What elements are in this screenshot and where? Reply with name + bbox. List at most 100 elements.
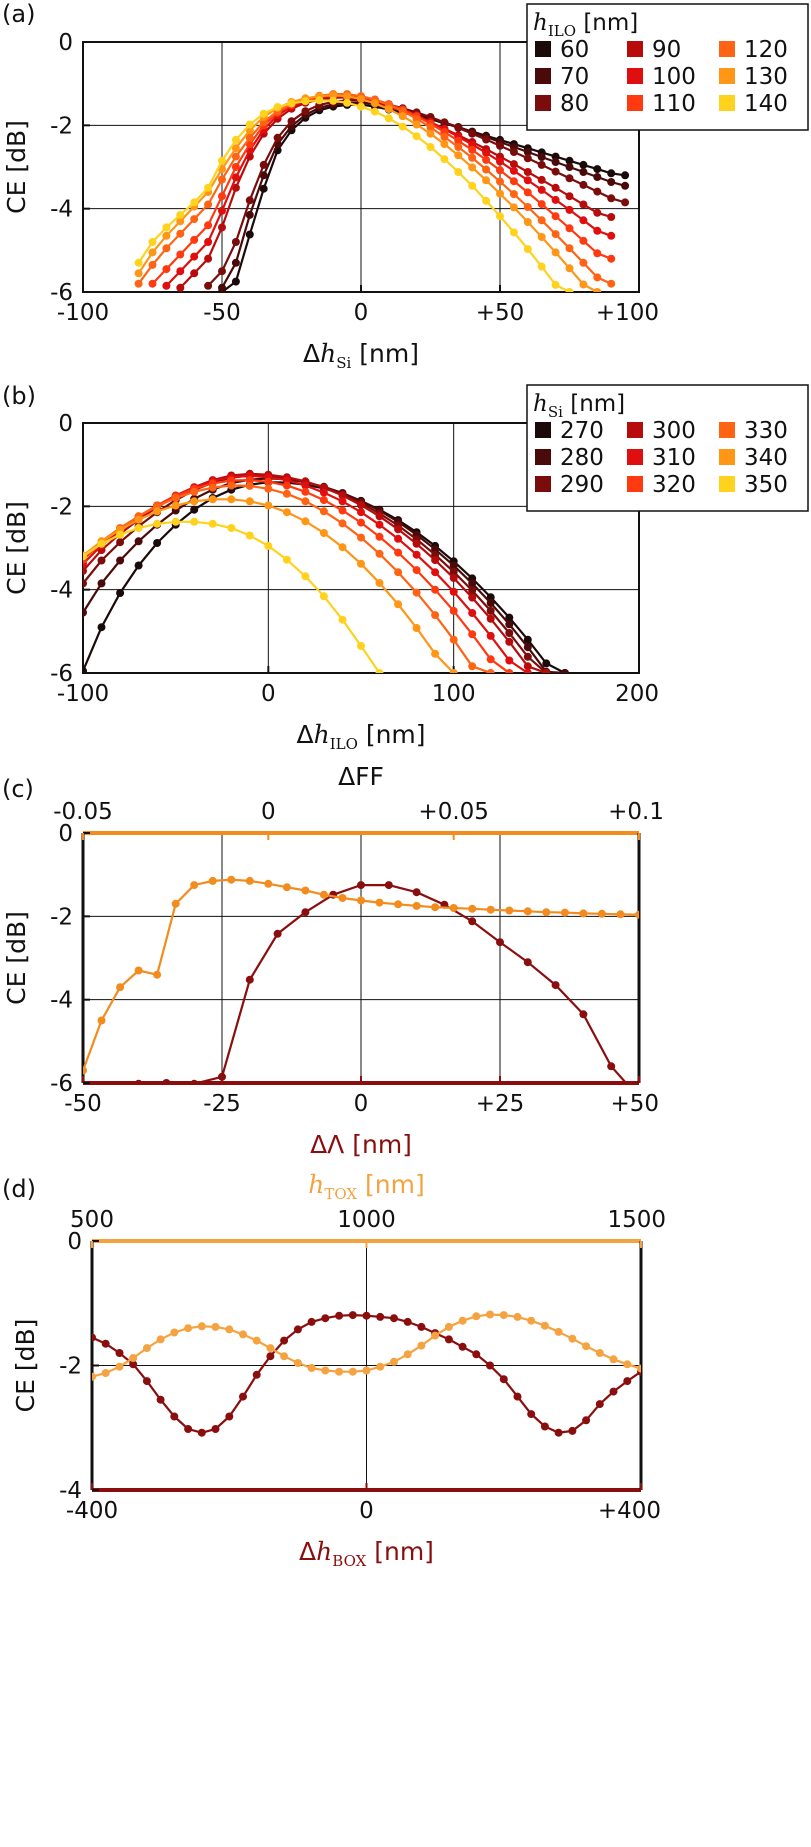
data-point	[537, 216, 546, 225]
data-point	[496, 166, 504, 175]
y-tick-label: -4	[59, 1478, 82, 1504]
data-point	[394, 534, 403, 543]
data-point	[218, 156, 226, 165]
data-point	[264, 501, 273, 510]
legend-label: 60	[560, 37, 589, 63]
data-point	[482, 176, 491, 185]
data-point	[468, 181, 477, 190]
data-point	[301, 517, 310, 526]
data-point	[449, 635, 458, 644]
data-point	[394, 525, 403, 534]
data-point	[540, 1422, 549, 1431]
data-point	[523, 652, 532, 661]
data-point	[319, 890, 328, 899]
data-point	[454, 168, 463, 176]
y-tick-label: 0	[58, 30, 73, 56]
data-point	[357, 102, 365, 111]
data-point	[319, 529, 328, 537]
x-axis-label-part: [nm]	[358, 720, 426, 749]
panel-label: (d)	[2, 1175, 36, 1203]
data-point	[509, 190, 518, 199]
series-group	[134, 90, 630, 292]
legend-label: 130	[744, 64, 788, 90]
data-point	[523, 245, 532, 254]
data-point	[509, 203, 518, 212]
series-340	[83, 495, 458, 673]
top-axis-label-part: h	[308, 1170, 324, 1199]
data-point	[595, 1400, 604, 1409]
data-point	[579, 216, 588, 225]
series-280	[83, 474, 569, 673]
data-point	[231, 152, 240, 161]
data-point	[449, 606, 458, 615]
data-point	[231, 135, 240, 144]
data-point	[375, 898, 384, 907]
top-x-tick-label: -0.05	[53, 799, 113, 825]
data-point	[184, 1425, 193, 1433]
data-point	[116, 983, 125, 992]
data-point	[449, 574, 458, 582]
data-point	[227, 875, 236, 884]
data-point	[171, 899, 180, 908]
legend-label: 270	[560, 418, 604, 444]
data-point	[101, 1369, 110, 1377]
x-axis-label: ΔΛ [nm]	[310, 1130, 412, 1159]
data-point	[148, 260, 157, 269]
legend-label: 110	[652, 91, 696, 117]
data-point	[83, 666, 87, 673]
data-point	[505, 669, 514, 673]
data-point	[153, 519, 162, 528]
data-point	[348, 1367, 357, 1376]
data-point	[190, 252, 199, 261]
data-point	[579, 160, 588, 169]
data-point	[431, 585, 440, 594]
data-point	[537, 200, 546, 209]
data-point	[412, 120, 421, 129]
data-point	[565, 224, 574, 233]
data-point	[338, 497, 347, 506]
x-axis-label-part: ΔΛ	[310, 1130, 344, 1159]
data-point	[97, 579, 106, 588]
data-point	[565, 264, 574, 273]
panel-c: -50 -25 0 +25 +500-2-4-6-0.05 0 +0.05 +0.1ΔFFCE…	[2, 762, 664, 1159]
data-point	[162, 265, 171, 274]
data-point	[176, 250, 185, 259]
data-point	[384, 105, 393, 114]
data-point	[449, 669, 458, 673]
legend-label: 300	[652, 418, 696, 444]
data-point	[403, 1350, 412, 1359]
data-point	[225, 1325, 234, 1334]
data-point	[579, 200, 588, 209]
data-point	[83, 608, 87, 617]
data-point	[197, 1322, 206, 1331]
data-point	[273, 103, 282, 111]
data-point	[142, 1377, 151, 1386]
data-point	[468, 145, 477, 154]
data-point	[458, 1342, 467, 1351]
data-point	[273, 133, 282, 142]
legend-label: 290	[560, 472, 604, 498]
data-point	[231, 238, 240, 246]
data-point	[426, 129, 435, 138]
y-tick-label: -6	[50, 280, 73, 306]
legend-label: 80	[560, 91, 589, 117]
data-point	[412, 114, 421, 123]
data-point	[97, 556, 106, 565]
data-point	[301, 908, 310, 917]
data-point	[282, 489, 291, 498]
top-x-tick-label: 1500	[607, 1207, 666, 1233]
data-point	[468, 917, 477, 926]
data-point	[394, 900, 403, 909]
data-point	[245, 196, 254, 205]
data-point	[468, 579, 477, 588]
data-point	[245, 975, 254, 984]
series-line	[83, 520, 381, 673]
data-point	[231, 258, 240, 267]
data-point	[560, 669, 569, 673]
data-point	[454, 151, 463, 160]
data-point	[551, 212, 560, 221]
x-axis-label-part: ILO	[330, 735, 358, 753]
data-point	[153, 970, 162, 979]
data-point	[412, 132, 421, 141]
